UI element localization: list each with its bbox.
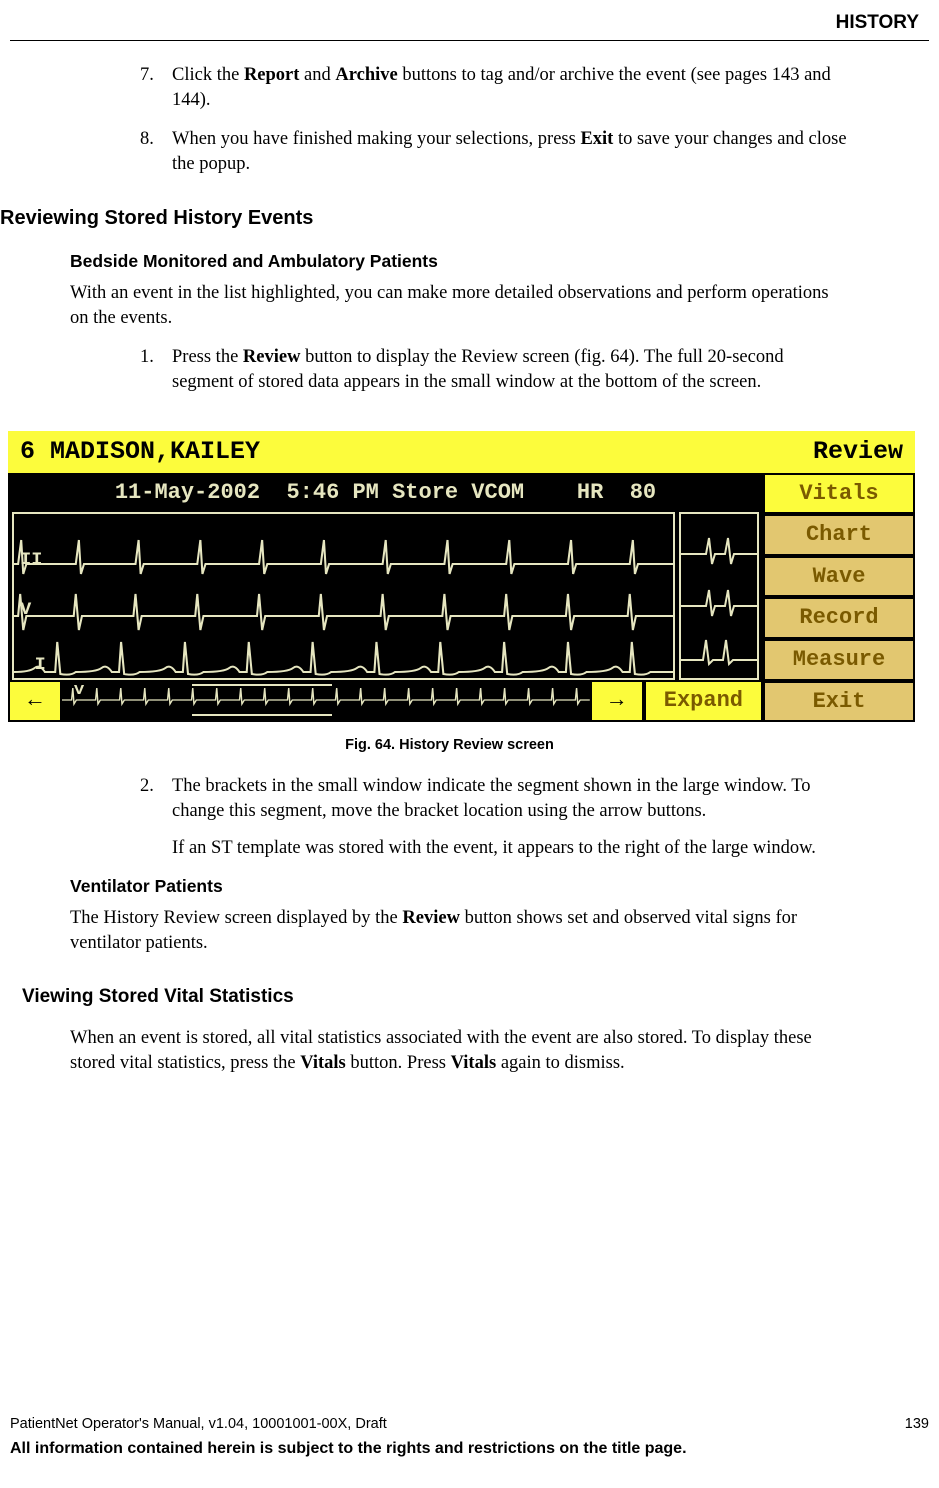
step-2-p2: If an ST template was stored with the ev… xyxy=(172,836,849,861)
step-number: 1. xyxy=(140,345,172,395)
step-number: 2. xyxy=(140,774,172,861)
step-body: Press the Review button to display the R… xyxy=(172,345,849,395)
expand-button[interactable]: Expand xyxy=(644,680,763,722)
top-steps-list: 7. Click the Report and Archive buttons … xyxy=(140,63,849,177)
heading-reviewing: Reviewing Stored History Events xyxy=(0,205,899,232)
bold-review: Review xyxy=(243,347,301,367)
text: Click the xyxy=(172,65,244,85)
event-info-header: 11-May-2002 5:46 PM Store VCOM HR 80 xyxy=(8,473,763,513)
review-titlebar: 6 MADISON,KAILEY Review xyxy=(8,431,915,473)
chart-button[interactable]: Chart xyxy=(763,514,915,556)
step-body: When you have finished making your selec… xyxy=(172,127,849,177)
scroll-right-button[interactable]: → xyxy=(590,680,644,722)
footer-page-number: 139 xyxy=(905,1415,929,1435)
step-body: Click the Report and Archive buttons to … xyxy=(172,63,849,113)
heading-bedside: Bedside Monitored and Ambulatory Patient… xyxy=(70,250,899,274)
bold-vitals: Vitals xyxy=(451,1053,497,1073)
text: The History Review screen displayed by t… xyxy=(70,908,402,928)
heading-viewing-stats: Viewing Stored Vital Statistics xyxy=(22,984,899,1010)
text: button. Press xyxy=(346,1053,451,1073)
bold-exit: Exit xyxy=(580,129,613,149)
bold-review: Review xyxy=(402,908,460,928)
screen-mode-label: Review xyxy=(813,435,903,469)
review-bottom-row: ← V → Expand xyxy=(8,680,763,722)
step-7: 7. Click the Report and Archive buttons … xyxy=(140,63,849,113)
heading-ventilator: Ventilator Patients xyxy=(70,875,899,899)
para-viewing-stats: When an event is stored, all vital stati… xyxy=(70,1026,849,1076)
record-button[interactable]: Record xyxy=(763,597,915,639)
para-bedside: With an event in the list highlighted, y… xyxy=(70,281,849,331)
review-steps-list: 1. Press the Review button to display th… xyxy=(140,345,849,395)
ecg-waveforms: II V I xyxy=(14,514,673,678)
footer-notice: All information contained herein is subj… xyxy=(10,1438,929,1460)
page-header-section: HISTORY xyxy=(10,0,929,41)
step-2-p1: The brackets in the small window indicat… xyxy=(172,774,849,824)
step-number: 7. xyxy=(140,63,172,113)
wave-button[interactable]: Wave xyxy=(763,556,915,598)
text: and xyxy=(299,65,335,85)
text: again to dismiss. xyxy=(496,1053,624,1073)
bold-vitals: Vitals xyxy=(300,1053,346,1073)
review-side-buttons: VitalsChartWaveRecordMeasureExit xyxy=(763,473,915,722)
vitals-button[interactable]: Vitals xyxy=(763,473,915,515)
step-body: The brackets in the small window indicat… xyxy=(172,774,849,861)
bracket-bottom xyxy=(192,714,332,716)
st-template-window xyxy=(679,512,759,680)
waveform-area: II V I xyxy=(8,512,763,680)
bracket-top xyxy=(192,684,332,686)
post-figure-steps: 2. The brackets in the small window indi… xyxy=(140,774,849,861)
step-1-review: 1. Press the Review button to display th… xyxy=(140,345,849,395)
bold-archive: Archive xyxy=(335,65,397,85)
history-review-screen: 6 MADISON,KAILEY Review 11-May-2002 5:46… xyxy=(8,431,915,722)
st-waveforms xyxy=(681,514,757,678)
large-waveform-window: II V I xyxy=(12,512,675,680)
exit-button[interactable]: Exit xyxy=(763,681,915,723)
svg-text:V: V xyxy=(74,683,85,699)
text: When you have finished making your selec… xyxy=(172,129,580,149)
page-content: 7. Click the Report and Archive buttons … xyxy=(0,63,939,1076)
step-8: 8. When you have finished making your se… xyxy=(140,127,849,177)
small-overview-window: V xyxy=(62,680,590,720)
review-main-panel: 11-May-2002 5:46 PM Store VCOM HR 80 II … xyxy=(8,473,763,722)
bold-report: Report xyxy=(244,65,299,85)
step-2: 2. The brackets in the small window indi… xyxy=(140,774,849,861)
step-number: 8. xyxy=(140,127,172,177)
scroll-left-button[interactable]: ← xyxy=(8,680,62,722)
figure-caption: Fig. 64. History Review screen xyxy=(0,736,899,756)
footer-manual-info: PatientNet Operator's Manual, v1.04, 100… xyxy=(10,1415,387,1435)
para-ventilator: The History Review screen displayed by t… xyxy=(70,906,849,956)
text: Press the xyxy=(172,347,243,367)
patient-id-name: 6 MADISON,KAILEY xyxy=(20,435,260,469)
measure-button[interactable]: Measure xyxy=(763,639,915,681)
page-footer: PatientNet Operator's Manual, v1.04, 100… xyxy=(10,1415,929,1460)
